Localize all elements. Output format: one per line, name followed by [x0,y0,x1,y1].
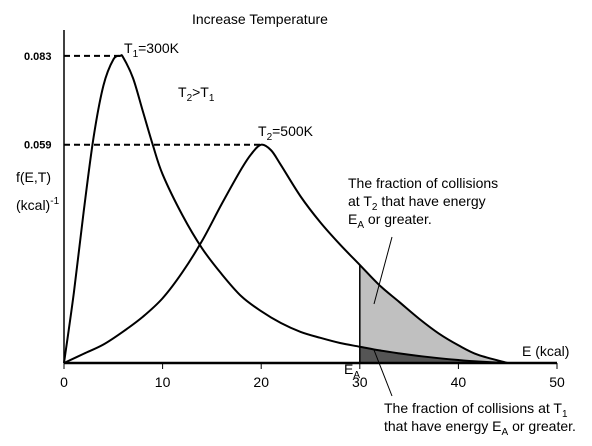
x-ticks: 0 10 20 30 40 50 [60,363,565,390]
temperature-relation: T2>T1 [178,84,215,104]
curves [63,54,508,364]
shade-t1-fraction [359,346,508,363]
upper-annotation-line1: The fraction of collisions [348,175,498,191]
chart-title: Increase Temperature [192,11,328,27]
y-axis-label-line2: (kcal)-1 [16,196,60,213]
lower-annotation-line1: The fraction of collisions at T1 [384,400,568,420]
axes [63,30,557,365]
shade-t2-fraction [359,264,508,363]
upper-annotation-pointer [373,236,393,305]
y-tick-label-0.083: 0.083 [24,51,52,63]
x-axis-label: E (kcal) [522,343,569,359]
lower-annotation-pointer [373,349,393,397]
x-tick-label-10: 10 [155,374,171,390]
x-tick-label-0: 0 [60,374,68,390]
x-tick-label-20: 20 [253,374,269,390]
upper-annotation-line2: at T2 that have energy [348,193,486,213]
x-tick-label-40: 40 [451,374,467,390]
series-label-t1: T1=300K [124,40,180,60]
upper-annotation-line3: EA or greater. [348,211,432,231]
peak-guides [64,54,262,146]
y-ticks: 0.083 0.059 [24,51,52,152]
lower-annotation-line2: that have energy EA or greater. [384,418,576,438]
y-tick-label-0.059: 0.059 [24,140,52,152]
series-line-2 [63,143,508,364]
x-tick-label-50: 50 [549,374,565,390]
series-label-t2: T2=500K [258,123,314,143]
x-tick-label-30: 30 [352,374,368,390]
series-line-1 [63,54,508,364]
shaded-regions [359,264,508,363]
lower-annotation: The fraction of collisions at T1 that ha… [373,349,576,438]
upper-annotation: The fraction of collisions at T2 that ha… [348,175,498,305]
y-axis-label-line1: f(E,T) [16,169,51,185]
ea-label: EA [344,361,360,381]
